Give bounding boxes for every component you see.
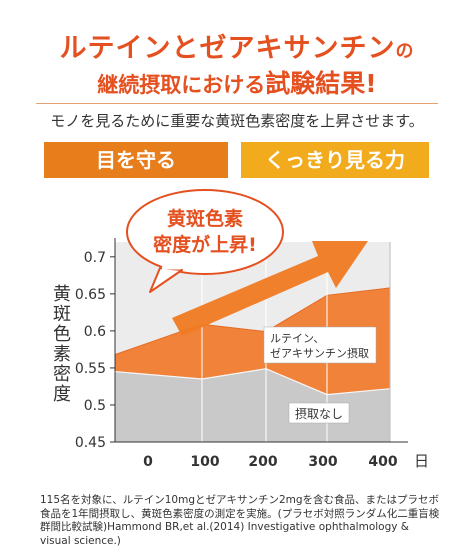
series-label-box-lutein bbox=[263, 326, 377, 364]
y-tick-label: 0.7 bbox=[84, 250, 106, 266]
y-axis-label-char: 密 bbox=[53, 364, 71, 385]
area-lutein-zeaxanthin bbox=[115, 287, 390, 395]
footnote: 115名を対象に、ルテイン10mgとゼアキサンチン2mgを含む食品、またはプラセ… bbox=[40, 494, 440, 547]
y-axis-label-char: 斑 bbox=[53, 304, 71, 325]
y-axis-label-char: 色 bbox=[53, 324, 71, 345]
series-label-box-none bbox=[288, 402, 350, 424]
chart: 0.7 0.65 0.6 0.55 0.5 0.45 0 100 200 300 400 日 黄斑… bbox=[53, 189, 429, 470]
series-label-lutein-line1: ルテイン、 bbox=[270, 332, 324, 345]
y-tick-label: 0.6 bbox=[84, 324, 106, 340]
subtitle: モノを見るために重要な黄斑色素密度を上昇させます。 bbox=[50, 112, 424, 130]
series-label-lutein-line2: ゼアキサンチン摂取 bbox=[270, 346, 369, 360]
y-tick-label: 0.5 bbox=[84, 398, 106, 414]
title-line-2-pre: 継続摂取における bbox=[97, 73, 266, 97]
y-tick-label: 0.65 bbox=[75, 287, 106, 303]
x-tick-label: 0 bbox=[143, 454, 153, 470]
x-tick-label: 100 bbox=[190, 454, 219, 470]
title-line-2-emphasis: 試験結果! bbox=[265, 69, 377, 98]
divider bbox=[36, 103, 438, 104]
y-tick-label: 0.55 bbox=[75, 361, 106, 377]
callout-line-1: 黄斑色素 bbox=[167, 207, 243, 230]
x-axis-unit: 日 bbox=[414, 452, 429, 470]
callout-bubble bbox=[126, 189, 284, 275]
trend-arrow bbox=[172, 241, 368, 336]
title-line-1-particle: の bbox=[395, 41, 415, 62]
x-tick-label: 300 bbox=[308, 454, 337, 470]
x-tick-label: 200 bbox=[248, 454, 277, 470]
tag-clear-vision: くっきり見る力 bbox=[241, 142, 429, 178]
series-label-none: 摂取なし bbox=[295, 406, 343, 421]
tag-protect-eyes: 目を守る bbox=[44, 142, 228, 178]
y-tick-label: 0.45 bbox=[75, 435, 106, 451]
title-line-1-main: ルテインとゼアキサンチン bbox=[59, 33, 396, 64]
title-line-1: ルテインとゼアキサンチンの bbox=[0, 26, 474, 65]
callout-line-2: 密度が上昇! bbox=[153, 233, 257, 256]
y-axis-label-char: 度 bbox=[53, 384, 71, 405]
title-line-2: 継続摂取における試験結果! bbox=[0, 64, 474, 100]
y-axis-label-char: 素 bbox=[53, 344, 71, 365]
x-tick-label: 400 bbox=[368, 454, 397, 470]
y-axis-label-char: 黄 bbox=[53, 284, 71, 305]
area-no-intake bbox=[115, 368, 390, 442]
